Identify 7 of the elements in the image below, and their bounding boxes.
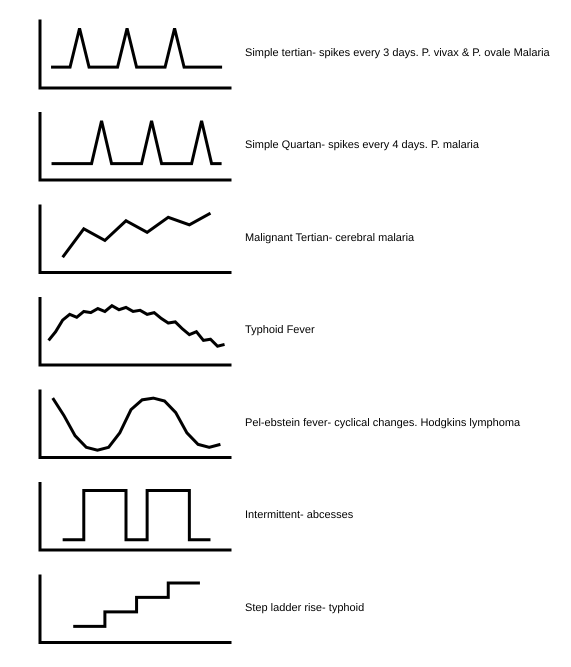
text: Simple Quartan- spikes every 4 days. P. malaria — [245, 139, 480, 151]
text: Typhoid Fever — [245, 324, 316, 336]
text: Intermittent- abcesses — [245, 509, 354, 521]
text: Simple tertian- spikes every 3 days. P. vivax & P. ovale Malaria — [245, 47, 551, 59]
text: Malignant Tertian- cerebral malaria — [245, 232, 416, 244]
text: Pel-ebstein fever- cyclical changes. Hodgkins lymphoma — [245, 417, 522, 429]
text: Step ladder rise- typhoid — [245, 602, 364, 614]
